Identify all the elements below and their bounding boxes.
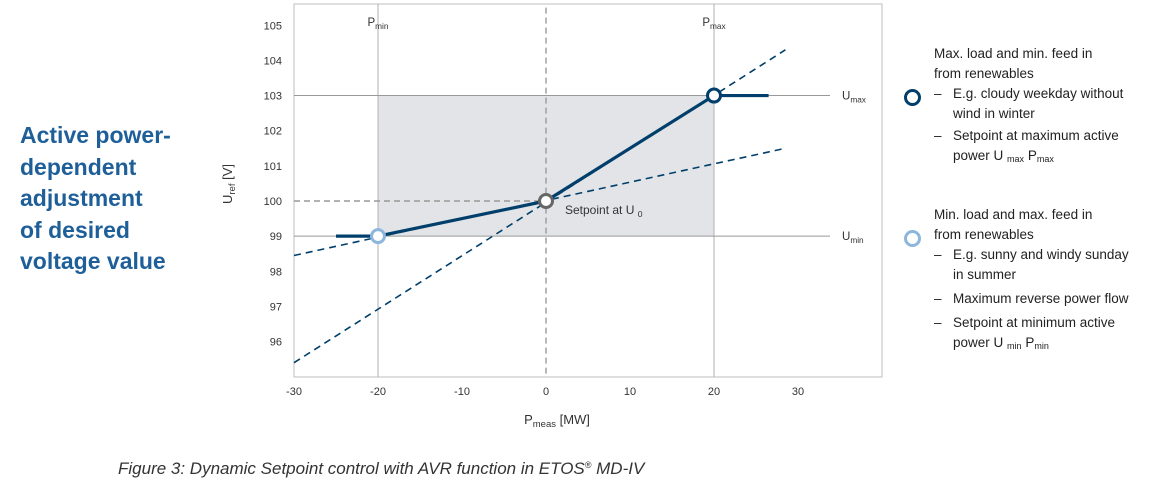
caption-text: Figure 3: Dynamic Setpoint control with … [118, 459, 585, 478]
min-marker [370, 228, 386, 245]
dash-icon: – [934, 291, 942, 306]
bullet-line: in summer [953, 267, 1017, 282]
x-axis-label: Pmeas [MW] [524, 412, 590, 430]
legend-min-bullet: – Maximum reverse power flow [934, 289, 1149, 309]
side-title-line: of desired [20, 216, 130, 243]
y-tick-label: 99 [270, 231, 282, 243]
y-tick-label: 103 [264, 91, 282, 103]
setpoint-label: Setpoint at U 0 [565, 203, 643, 219]
tail-pre: power U [953, 335, 1004, 350]
figure-caption: Figure 3: Dynamic Setpoint control with … [118, 459, 644, 479]
side-title-line: voltage value [20, 248, 166, 274]
y-tick-label: 98 [270, 266, 282, 278]
caption-registered-mark: ® [584, 460, 592, 470]
legend-max-bullet: – Setpoint at maximum active power U max… [934, 126, 1149, 169]
dash-icon: – [934, 247, 942, 262]
bullet-line: E.g. cloudy weekday without [953, 86, 1124, 101]
tail-pre: power U [953, 148, 1004, 163]
y-axis-label: Uref [V] [220, 164, 238, 204]
ref-label-u: Umax [842, 91, 867, 105]
x-tick-label: -10 [454, 386, 470, 398]
x-tick-label: 10 [624, 386, 636, 398]
y-tick-label: 97 [270, 301, 282, 313]
ref-label-u: Umin [842, 231, 864, 245]
x-tick-label: 20 [708, 386, 720, 398]
tail-mid: P [1024, 148, 1037, 163]
x-tick-label: -20 [370, 386, 386, 398]
legend-min-heading-line: Min. load and max. feed in [934, 207, 1093, 222]
x-tick-label: 0 [543, 386, 549, 398]
setpoint-marker [538, 193, 554, 209]
bullet-line: Maximum reverse power flow [953, 291, 1129, 306]
legend-max: Max. load and min. feed in from renewabl… [934, 44, 1149, 169]
legend-max-bullet: – E.g. cloudy weekday without wind in wi… [934, 84, 1149, 124]
ref-label-p: Pmin [368, 17, 389, 31]
operating-region [378, 95, 714, 237]
legend-min-heading-line: from renewables [934, 227, 1034, 242]
plot-frame [293, 3, 883, 378]
side-title-line: adjustment [20, 185, 143, 211]
y-tick-label: 104 [264, 55, 282, 67]
bullet-line: E.g. sunny and windy sunday [953, 247, 1129, 262]
side-title-line: dependent [20, 153, 137, 180]
bullet-tail: power U min Pmin [953, 333, 1149, 356]
y-tick-label: 105 [264, 20, 282, 32]
tail-mid: P [1021, 335, 1035, 350]
side-title-line: Active power- [20, 122, 171, 148]
dash-icon: – [934, 315, 942, 330]
legend-min-bullet: – Setpoint at minimum active power U min… [934, 313, 1149, 356]
tail-sub: min [1007, 341, 1022, 351]
x-tick-label: -30 [286, 386, 302, 398]
max-marker [706, 87, 722, 104]
slope-dashed-line [293, 49, 786, 364]
legend-max-heading-line: Max. load and min. feed in [934, 46, 1093, 61]
y-tick-label: 96 [270, 337, 282, 349]
y-tick-label: 100 [264, 196, 282, 208]
dash-icon: – [934, 86, 942, 101]
bullet-tail: power U max Pmax [953, 146, 1149, 169]
side-title: Active power- dependent adjustment of de… [20, 120, 230, 278]
legend-min-bullet: – E.g. sunny and windy sunday in summer [934, 245, 1149, 285]
bullet-line: Setpoint at minimum active [953, 315, 1116, 330]
legend-min-marker-icon [904, 230, 921, 247]
x-tick-label: 30 [792, 386, 804, 398]
dash-icon: – [934, 128, 942, 143]
tail-sub: max [1036, 154, 1054, 164]
y-tick-label: 102 [264, 126, 282, 138]
ref-label-p: Pmax [702, 17, 726, 31]
caption-tail: MD-IV [591, 459, 645, 478]
bullet-line: wind in winter [953, 106, 1035, 121]
y-tick-label: 101 [264, 161, 282, 173]
legend-max-heading-line: from renewables [934, 66, 1034, 81]
tail-sub: min [1034, 341, 1049, 351]
legend-max-marker-icon [904, 89, 921, 106]
tail-sub: max [1007, 154, 1025, 164]
legend-min: Min. load and max. feed in from renewabl… [934, 205, 1149, 356]
bullet-line: Setpoint at maximum active [953, 128, 1119, 143]
